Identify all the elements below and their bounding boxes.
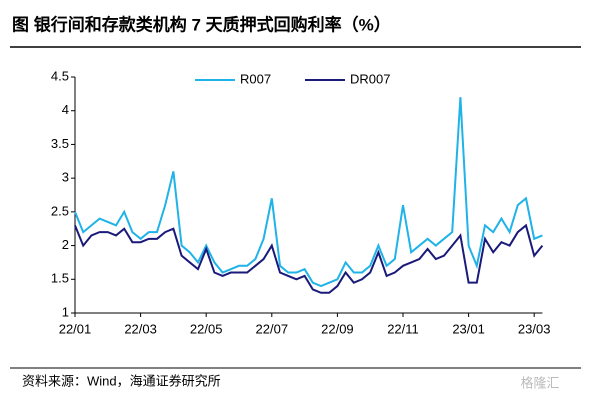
y-tick-label: 3 [62,170,69,185]
y-tick-label: 4.5 [51,68,69,83]
y-tick-label: 2 [62,237,69,252]
legend-label: R007 [240,71,271,86]
x-tick-label: 22/11 [387,321,419,336]
y-tick-label: 4 [62,102,69,117]
legend-label: DR007 [350,71,390,86]
x-tick-label: 22/01 [59,321,92,336]
watermark: 格隆汇 [520,375,559,390]
y-tick-label: 1 [62,304,69,319]
x-tick-label: 23/03 [518,321,551,336]
x-tick-label: 22/03 [124,321,157,336]
x-tick-label: 23/01 [452,321,485,336]
y-tick-label: 2.5 [51,203,69,218]
x-tick-label: 22/07 [256,321,289,336]
line-series [74,97,543,288]
y-tick-label: 1.5 [51,271,69,286]
x-tick-label: 22/05 [190,321,223,336]
chart-title: 图 银行间和存款类机构 7 天质押式回购利率（%） [12,14,391,34]
line-series [74,223,544,294]
x-tick-label: 22/09 [321,321,354,336]
y-tick-label: 3.5 [51,136,69,151]
source: 资料来源：Wind，海通证券研究所 [22,373,221,388]
